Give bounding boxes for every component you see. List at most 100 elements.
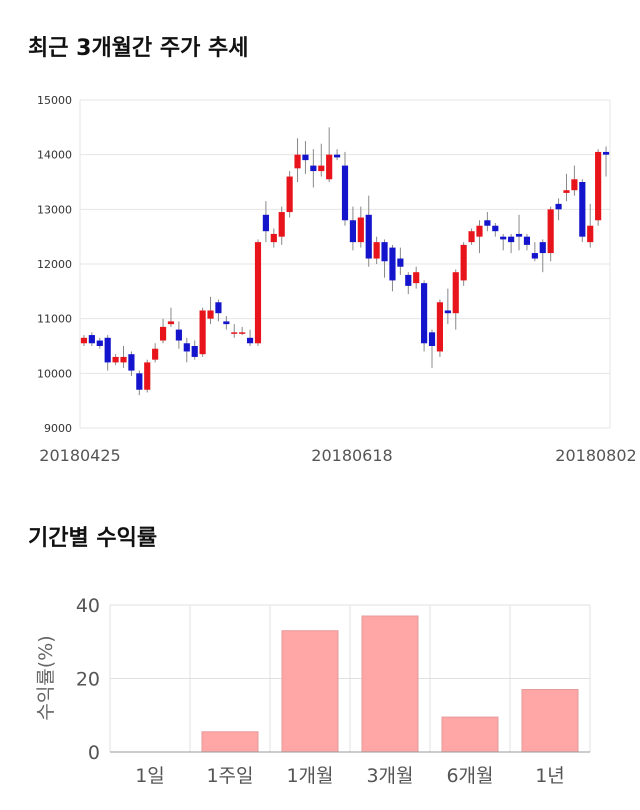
x-tick-label: 20180618 [311,446,392,465]
candle [310,149,317,188]
candle [120,346,127,368]
candle [523,233,531,251]
candle-body [183,343,190,352]
candle [80,335,88,346]
candle-body [286,176,293,213]
y-axis-label: 수익률(%) [35,635,57,720]
candle [484,212,491,232]
candle-body [302,154,309,161]
candle-body [246,337,254,344]
candle [555,198,562,221]
candle [563,173,570,202]
candle-body [436,302,444,352]
candle [357,206,364,248]
candle-body [191,346,198,357]
candle-body [270,233,277,243]
candle [531,242,538,262]
bar [361,615,419,753]
candle-body [318,165,325,172]
candle-body [365,214,372,259]
candle [397,247,404,275]
x-tick-label: 20180802 [555,446,636,465]
candle [278,206,285,245]
candle-body [80,337,88,344]
candle-body [349,220,356,243]
candle [547,206,554,262]
candle-body [397,258,404,267]
candle [199,307,206,357]
x-tick-label: 1년 [535,765,565,787]
candle-body [262,214,269,232]
candle [460,242,467,286]
candle [88,332,95,346]
candle [468,228,475,245]
candle [207,296,214,325]
candle [144,359,151,393]
candle-body [421,283,428,344]
candle-body [175,329,182,341]
candle-body [152,348,159,360]
candle [381,239,388,278]
candle-body [112,356,119,363]
bar [441,716,499,753]
candle [500,233,507,251]
candle-body [278,212,285,237]
candle-body [500,236,507,240]
candle [413,266,420,289]
candle-body [515,233,523,237]
x-tick-label: 1일 [135,765,165,787]
candle-body [492,225,499,232]
candle-body [207,310,214,319]
y-tick-label: 13000 [37,203,72,216]
candle-body [547,209,554,254]
candle [587,203,594,248]
candle [405,272,412,295]
candle [183,337,190,363]
candle-body [199,310,206,355]
candle [294,138,301,182]
candle [326,127,333,182]
candle-body [587,225,594,243]
candle-body [334,154,341,158]
candle [215,299,222,322]
candle [373,236,380,264]
y-tick-label: 10000 [37,367,72,380]
candle [159,318,167,344]
candle [602,146,610,177]
y-tick-label: 15000 [37,94,72,107]
y-tick-label: 40 [76,595,100,617]
candle [286,171,293,218]
candle [492,223,499,237]
candle-body [579,182,586,237]
candle [341,151,349,226]
candle-body [555,203,562,210]
candle [349,206,356,251]
candle [167,307,175,327]
x-tick-label: 20180425 [39,446,120,465]
candle-body [104,337,111,363]
candle-body [571,179,578,191]
candle-body [136,373,143,390]
candle-body [452,272,459,314]
candle-body [468,231,475,243]
candle-body [381,242,388,262]
candle [239,326,246,336]
price-trend-heading: 최근 3개월간 주가 추세 [28,36,249,61]
candle [579,179,586,243]
candle-body [254,242,262,344]
candle-body [428,332,436,346]
candle-body [96,340,103,346]
candle [128,351,135,377]
candle-body [476,225,483,237]
candle-body [413,272,420,284]
candle-body [602,151,610,155]
candle-body [215,302,222,314]
candle [231,324,238,338]
x-tick-label: 3개월 [366,765,413,787]
candle-body [294,154,301,169]
candle-body [484,220,491,226]
candle [595,149,602,226]
candle-body [523,236,531,245]
candlestick-chart: 15000 14000 13000 12000 11000 10000 9000 201804… [37,94,637,465]
